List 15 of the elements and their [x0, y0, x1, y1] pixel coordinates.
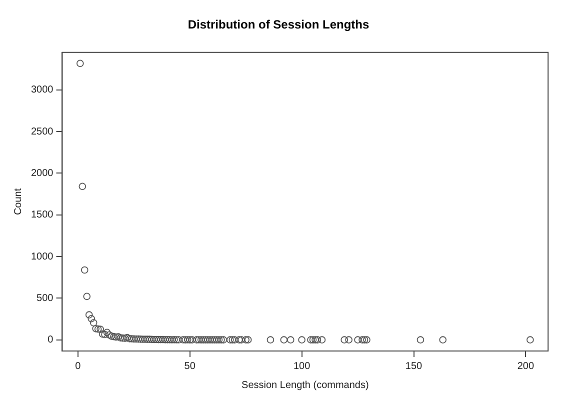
x-tick-label: 150	[405, 360, 423, 372]
y-tick-label: 500	[36, 292, 54, 304]
y-tick-label: 2000	[30, 168, 54, 179]
x-tick-label: 0	[75, 360, 82, 372]
x-tick-label: 100	[293, 360, 311, 372]
y-tick-label: 2500	[30, 126, 54, 138]
y-tick-label: 0	[48, 334, 54, 346]
y-axis-title: Count	[12, 188, 24, 216]
chart-title: Distribution of Session Lengths	[188, 18, 370, 32]
y-tick-label: 1000	[30, 251, 54, 262]
y-tick-label: 1500	[30, 210, 54, 221]
x-tick-label: 200	[517, 360, 534, 372]
x-axis-title: Session Length (commands)	[242, 380, 369, 391]
y-tick-label: 3000	[30, 84, 54, 96]
x-tick-label: 50	[184, 360, 196, 372]
